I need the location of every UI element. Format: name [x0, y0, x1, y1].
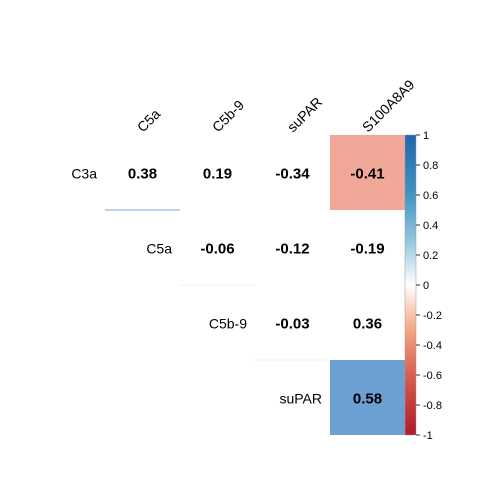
column-labels: C5a C5b-9 suPAR S100A8A9 — [134, 76, 418, 135]
row-label-c5a: C5a — [146, 241, 172, 257]
cell-value-c5b-9-supar: -0.03 — [275, 316, 309, 333]
colorbar-tick-label: -0.2 — [423, 310, 442, 322]
column-label-c5b-9: C5b-9 — [209, 97, 247, 135]
colorbar-tick-label: 0.2 — [423, 250, 438, 262]
colorbar-tick-label: 0.8 — [423, 160, 438, 172]
colorbar-tick-label: 0.4 — [423, 220, 438, 232]
column-label-c5a: C5a — [134, 105, 164, 135]
colorbar-tick-label: 1 — [423, 130, 429, 142]
row-label-supar: suPAR — [279, 391, 322, 407]
cell-fill-c3a-s100a8a9 — [330, 135, 405, 210]
cell-fill-supar-s100a8a9 — [330, 360, 405, 435]
column-label-s100a8a9: S100A8A9 — [359, 76, 418, 135]
cell-value-c3a-s100a8a9: -0.41 — [350, 166, 384, 183]
cell-value-c3a-c5b-9: 0.19 — [203, 166, 232, 183]
colorbar-tick-label: -0.4 — [423, 340, 442, 352]
cell-value-c5a-supar: -0.12 — [275, 241, 309, 258]
colorbar: 1 0.8 0.6 0.4 0.2 0 -0.2 -0.4 -0.6 -0.8 -1 — [404, 130, 442, 442]
cell-value-supar-s100a8a9: 0.58 — [353, 391, 382, 408]
row-labels: C3a C5a C5b-9 suPAR — [71, 166, 322, 407]
cell-value-c5a-c5b-9: -0.06 — [200, 241, 234, 258]
cell-value-c5b-9-s100a8a9: 0.36 — [353, 316, 382, 333]
cell-value-c3a-c5a: 0.38 — [128, 166, 157, 183]
heatmap-cells: 0.38 0.19 -0.34 -0.41 -0.06 -0.12 -0.19 -0.03 0.… — [105, 135, 405, 435]
column-label-supar: suPAR — [284, 94, 325, 135]
colorbar-tick-label: -0.6 — [423, 370, 442, 382]
cell-value-c5a-s100a8a9: -0.19 — [350, 241, 384, 258]
colorbar-tick-label: 0.6 — [423, 190, 438, 202]
row-label-c3a: C3a — [71, 166, 97, 182]
cell-value-c3a-supar: -0.34 — [275, 166, 310, 183]
colorbar-tick-label: -1 — [423, 430, 433, 442]
row-label-c5b-9: C5b-9 — [209, 316, 247, 332]
colorbar-tick-label: -0.8 — [423, 400, 442, 412]
colorbar-gradient — [404, 134, 417, 436]
colorbar-tick-label: 0 — [423, 280, 429, 292]
